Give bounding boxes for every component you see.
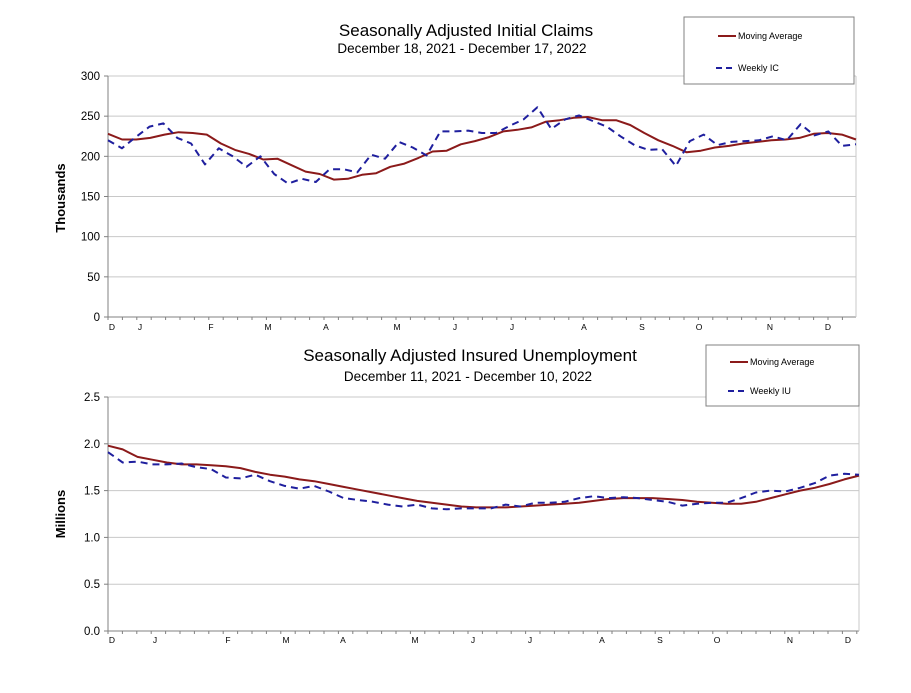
- y-tick-label: 2.5: [84, 392, 100, 404]
- chart-subtitle: December 11, 2021 - December 10, 2022: [344, 369, 592, 384]
- x-tick-label: O: [696, 322, 703, 332]
- legend-label-moving-average: Moving Average: [750, 357, 814, 367]
- legend: Moving Average Weekly IC: [683, 16, 855, 85]
- y-tick-label: 1.5: [84, 486, 100, 498]
- x-tick-label: A: [581, 322, 587, 332]
- chart-title: Seasonally Adjusted Insured Unemployment: [303, 346, 637, 365]
- x-tick-label: D: [109, 635, 115, 645]
- legend-label-moving-average: Moving Average: [738, 31, 802, 41]
- y-tick-label: 100: [81, 232, 100, 244]
- x-tick-label: A: [340, 635, 346, 645]
- x-tick-label: M: [393, 322, 400, 332]
- x-tick-label: J: [153, 635, 157, 645]
- x-tick-label: J: [453, 322, 457, 332]
- x-tick-label: J: [510, 322, 514, 332]
- x-tick-label: N: [787, 635, 793, 645]
- legend-label-weekly-ic: Weekly IC: [738, 63, 779, 73]
- x-tick-label: A: [323, 322, 329, 332]
- x-tick-label: J: [528, 635, 532, 645]
- series-line-moving-average: [107, 116, 857, 181]
- x-tick-label: S: [657, 635, 663, 645]
- x-tick-label: A: [599, 635, 605, 645]
- x-tick-label: M: [411, 635, 418, 645]
- y-axis-label: Millions: [53, 490, 68, 538]
- initial-claims-chart: Seasonally Adjusted Initial Claims Decem…: [53, 16, 857, 332]
- x-tick-label: D: [845, 635, 851, 645]
- y-tick-label: 0.0: [84, 626, 100, 638]
- legend: Moving Average Weekly IU: [705, 344, 860, 407]
- x-tick-label: O: [714, 635, 721, 645]
- y-tick-label: 0.5: [84, 579, 100, 591]
- x-tick-label: J: [138, 322, 142, 332]
- legend-label-weekly-iu: Weekly IU: [750, 386, 791, 396]
- y-tick-label: 0: [94, 312, 100, 324]
- y-tick-label: 1.0: [84, 532, 100, 544]
- chart-title: Seasonally Adjusted Initial Claims: [339, 21, 593, 40]
- y-tick-label: 150: [81, 192, 100, 204]
- x-tick-label: F: [225, 635, 230, 645]
- x-tick-label: M: [282, 635, 289, 645]
- y-tick-label: 300: [81, 71, 100, 83]
- x-tick-label: D: [109, 322, 115, 332]
- series-line-weekly-iu: [107, 451, 860, 511]
- y-tick-label: 50: [87, 272, 100, 284]
- x-tick-label: M: [264, 322, 271, 332]
- x-tick-label: S: [639, 322, 645, 332]
- y-axis-label: Thousands: [53, 163, 68, 232]
- chart-subtitle: December 18, 2021 - December 17, 2022: [337, 41, 586, 56]
- x-tick-label: N: [767, 322, 773, 332]
- x-tick-label: D: [825, 322, 831, 332]
- x-tick-label: F: [208, 322, 213, 332]
- insured-unemployment-chart: Seasonally Adjusted Insured Unemployment…: [53, 344, 860, 645]
- y-tick-label: 200: [81, 151, 100, 163]
- series-line-weekly-ic: [107, 106, 857, 185]
- x-tick-label: J: [471, 635, 475, 645]
- y-tick-label: 250: [81, 111, 100, 123]
- y-tick-label: 2.0: [84, 439, 100, 451]
